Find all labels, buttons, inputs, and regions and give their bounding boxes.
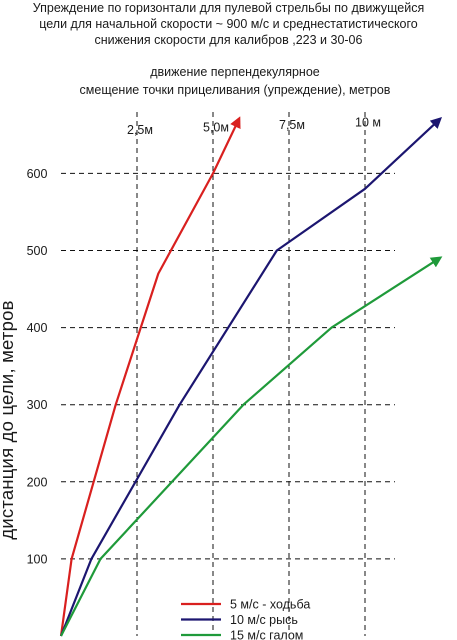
x-tick-label: 7,5м — [279, 118, 305, 132]
x-axis-label-line-2: смещение точки прицеливания (упреждение)… — [79, 83, 391, 97]
x-tick-label: 10 м — [355, 116, 381, 130]
legend-label: 10 м/с рысь — [230, 613, 298, 627]
title-line-2: цели для начальной скорости ~ 900 м/с и … — [39, 17, 418, 31]
y-tick-label: 500 — [27, 244, 48, 258]
x-axis-label: движение перпендекулярное смещение точки… — [40, 63, 430, 99]
y-tick-label: 400 — [27, 321, 48, 335]
series-line-1 — [59, 117, 443, 637]
series-line-2 — [60, 256, 443, 637]
y-tick-label: 100 — [27, 552, 48, 566]
y-tick-label: 300 — [27, 398, 48, 412]
legend-label: 15 м/с галом — [230, 629, 303, 640]
x-tick-label: 5,0м — [203, 121, 229, 135]
title-line-3: снижения скорости для калибров ,223 и 30… — [94, 33, 363, 47]
y-tick-label: 200 — [27, 475, 48, 489]
grid — [61, 112, 395, 636]
series-lines — [59, 116, 443, 637]
y-tick-label: 600 — [27, 167, 48, 181]
title-line-1: Упреждение по горизонтали для пулевой ст… — [32, 1, 425, 15]
x-tick-label: 2,5м — [127, 123, 153, 137]
x-axis-label-line-1: движение перпендекулярное — [150, 65, 320, 79]
tick-labels: 100 200 300 400 500 600 2,5м 5,0м 7,5м 10 м — [27, 116, 381, 567]
chart-title: Упреждение по горизонтали для пулевой ст… — [0, 0, 457, 48]
series-line-0 — [59, 116, 241, 637]
legend-label: 5 м/с - ходьба — [230, 598, 310, 612]
